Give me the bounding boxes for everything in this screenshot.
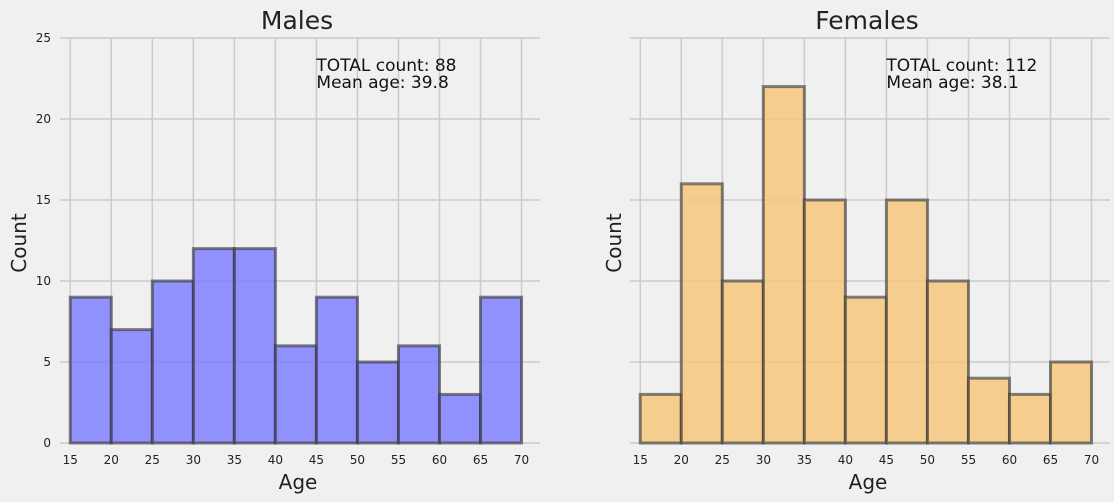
y-tick-label: 5 [43, 355, 51, 369]
histogram-bar [1007, 392, 1053, 445]
x-tick-label: 45 [879, 453, 894, 467]
y-tick-label: 0 [43, 436, 51, 450]
histogram-bar [1049, 360, 1094, 445]
histogram-bar [273, 344, 318, 445]
x-tick-label: 30 [756, 453, 771, 467]
x-tick-label: 55 [391, 453, 406, 467]
histogram-bar [966, 376, 1011, 445]
x-axis-label: Age [849, 470, 888, 494]
histogram-bar [925, 279, 970, 445]
histogram-bar [355, 360, 400, 445]
y-tick-label: 20 [36, 112, 51, 126]
x-tick-label: 50 [920, 453, 935, 467]
panel-males: 15 20 25 30 35 40 45 50 55 60 65 70 0 5 10 15 20 25 Males A… [7, 6, 540, 494]
y-tick-label: 25 [36, 31, 51, 45]
histogram-bar [314, 295, 359, 445]
histogram-bar [109, 328, 154, 445]
histogram-bar [479, 295, 524, 445]
x-tick-label: 20 [674, 453, 689, 467]
histogram-bar [884, 198, 929, 445]
histogram-bar [191, 247, 236, 445]
histogram-bar [437, 392, 483, 445]
histogram-bar [843, 295, 888, 445]
x-tick-label: 15 [633, 453, 648, 467]
histogram-bar [802, 198, 847, 445]
y-tick-label: 15 [36, 193, 51, 207]
panel-females: 15 20 25 30 35 40 45 50 55 60 65 70 Females Age Count T… [602, 6, 1110, 494]
x-tick-label: 65 [473, 453, 488, 467]
x-tick-label: 60 [432, 453, 447, 467]
chart-title: Males [261, 6, 333, 35]
histogram-bar [150, 279, 195, 445]
x-axis-label: Age [279, 470, 318, 494]
total-count-annotation: TOTAL count: 88 [315, 56, 456, 76]
histogram-bar [720, 279, 765, 445]
histogram-bar [761, 85, 806, 445]
x-tick-label: 55 [961, 453, 976, 467]
histogram-bar [679, 182, 724, 445]
chart-title: Females [815, 6, 918, 35]
x-tick-label: 15 [63, 453, 78, 467]
x-tick-label: 65 [1043, 453, 1058, 467]
mean-age-annotation: Mean age: 38.1 [886, 73, 1018, 93]
histogram-bar [396, 344, 441, 445]
x-tick-label: 20 [104, 453, 119, 467]
x-tick-label: 50 [350, 453, 365, 467]
histogram-bar [68, 295, 113, 445]
x-tick-label: 45 [309, 453, 324, 467]
x-tick-label: 40 [838, 453, 853, 467]
mean-age-annotation: Mean age: 39.8 [316, 73, 448, 93]
histogram-bar [232, 247, 277, 445]
x-tick-label: 60 [1002, 453, 1017, 467]
x-tick-label: 25 [715, 453, 730, 467]
x-tick-label: 35 [227, 453, 242, 467]
x-tick-label: 25 [145, 453, 160, 467]
total-count-annotation: TOTAL count: 112 [885, 56, 1037, 76]
y-axis-label: Count [7, 213, 31, 273]
x-tick-label: 70 [1084, 453, 1099, 467]
x-tick-label: 70 [514, 453, 529, 467]
x-tick-label: 30 [186, 453, 201, 467]
x-tick-label: 40 [268, 453, 283, 467]
x-tick-label: 35 [797, 453, 812, 467]
y-tick-label: 10 [36, 274, 51, 288]
histogram-bar [638, 392, 683, 445]
y-axis-label: Count [602, 213, 626, 273]
